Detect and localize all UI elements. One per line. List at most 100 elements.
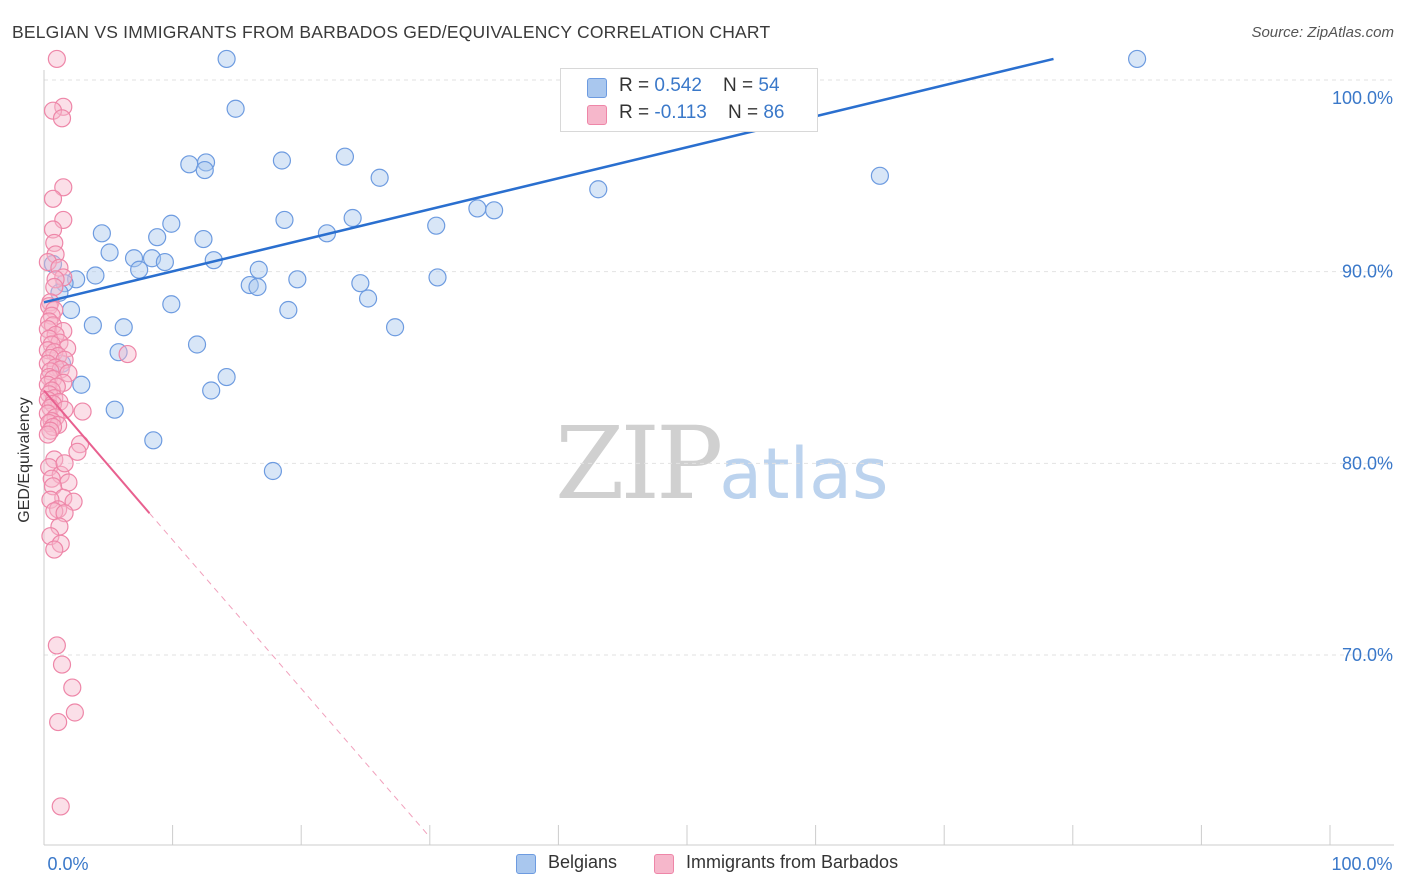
barbados-point xyxy=(63,678,82,697)
belgians-point xyxy=(1127,49,1147,69)
belgians-point xyxy=(202,381,221,400)
belgians-point xyxy=(279,300,298,320)
belgians-point xyxy=(335,147,355,166)
belgians-point xyxy=(217,49,236,69)
belgians-point xyxy=(124,249,144,268)
barbados-point xyxy=(45,233,64,253)
belgians-point xyxy=(249,260,268,279)
n-label: N = xyxy=(723,75,759,96)
belgians-point xyxy=(589,180,608,199)
barbados-point xyxy=(43,220,63,239)
belgians-point xyxy=(217,367,236,387)
barbados-point xyxy=(118,344,137,364)
barbados-point xyxy=(45,540,64,559)
belgians-point xyxy=(72,375,91,394)
x-tick-label: 0.0% xyxy=(47,854,88,874)
belgians-point xyxy=(148,228,167,247)
r-value: 0.542 xyxy=(654,75,702,96)
belgians-point xyxy=(370,168,389,187)
belgians-point xyxy=(130,260,149,279)
r-value: -0.113 xyxy=(654,102,707,123)
barbados-point xyxy=(46,270,65,289)
barbados-point xyxy=(65,703,84,722)
barbados-point xyxy=(47,49,66,69)
belgians-point xyxy=(428,268,447,287)
belgians-point xyxy=(272,151,292,170)
belgians-point xyxy=(162,295,181,314)
barbados-point xyxy=(38,425,57,444)
barbados-swatch xyxy=(587,105,607,125)
barbados-point xyxy=(41,527,60,546)
legend-label: Belgians xyxy=(548,852,618,872)
belgians-point xyxy=(870,166,890,185)
belgians-point xyxy=(187,335,207,354)
barbados-point xyxy=(45,277,64,297)
barbados-point xyxy=(41,490,60,509)
barbados-point xyxy=(43,477,63,496)
belgians-point xyxy=(92,224,111,243)
belgians-point xyxy=(385,318,405,337)
barbados-point xyxy=(59,473,78,492)
belgians-point xyxy=(427,216,446,235)
n-value: 86 xyxy=(763,102,785,123)
belgians-point xyxy=(226,99,245,118)
barbados-point xyxy=(55,454,74,473)
barbados-point xyxy=(46,245,65,264)
belgians-point xyxy=(343,208,362,228)
stats-legend: R = 0.542 N = 54 R = -0.113 N = 86 xyxy=(560,68,818,132)
belgians-point xyxy=(468,199,487,218)
r-label: R = xyxy=(619,102,655,123)
barbados-point xyxy=(49,712,68,732)
belgians-point xyxy=(180,155,199,174)
barbados-point xyxy=(52,655,72,674)
barbados-point xyxy=(54,178,73,197)
belgians-point xyxy=(194,229,213,249)
barbados-point xyxy=(43,189,63,208)
barbados-swatch xyxy=(654,854,674,874)
barbados-trendline-extension xyxy=(149,512,431,838)
barbados-point xyxy=(38,252,57,272)
r-label: R = xyxy=(619,75,655,96)
belgians-point xyxy=(288,270,307,289)
belgians-point xyxy=(83,316,102,335)
barbados-point xyxy=(55,504,74,523)
belgians-point xyxy=(358,289,378,308)
belgians-point xyxy=(155,252,174,272)
belgians-point xyxy=(114,318,133,337)
watermark-atlas: atlas xyxy=(719,433,889,515)
n-value: 54 xyxy=(758,75,780,96)
barbados-point xyxy=(47,636,66,655)
belgians-swatch xyxy=(516,854,536,874)
x-tick-label: 100.0% xyxy=(1331,854,1392,874)
barbados-trendline xyxy=(43,389,151,514)
belgians-point xyxy=(61,300,81,320)
belgians-point xyxy=(485,201,504,220)
belgians-point xyxy=(100,243,119,262)
legend-label: Immigrants from Barbados xyxy=(686,852,899,872)
belgians-point xyxy=(162,214,181,233)
belgians-point xyxy=(86,266,105,285)
barbados-point xyxy=(68,442,87,461)
belgians-point xyxy=(263,461,283,481)
y-tick-label: 70.0% xyxy=(1342,645,1393,665)
y-tick-label: 80.0% xyxy=(1342,453,1393,473)
belgians-point xyxy=(105,400,124,419)
barbados-point xyxy=(73,402,92,421)
belgians-swatch xyxy=(587,78,607,98)
source-label: Source: ZipAtlas.com xyxy=(1251,24,1394,41)
n-label: N = xyxy=(727,102,764,123)
belgians-point xyxy=(195,160,214,180)
y-axis-label: GED/Equivalency xyxy=(16,397,33,523)
chart-title: BELGIAN VS IMMIGRANTS FROM BARBADOS GED/… xyxy=(12,22,771,42)
belgians-point xyxy=(275,210,294,230)
barbados-point xyxy=(50,258,69,277)
barbados-point xyxy=(51,797,70,816)
belgians-point xyxy=(196,153,216,172)
y-tick-label: 90.0% xyxy=(1342,262,1393,282)
belgians-point xyxy=(248,277,267,297)
belgians-point xyxy=(109,343,128,362)
barbados-point xyxy=(54,97,73,116)
belgians-point xyxy=(144,431,163,450)
belgians-trendline xyxy=(43,57,1054,304)
